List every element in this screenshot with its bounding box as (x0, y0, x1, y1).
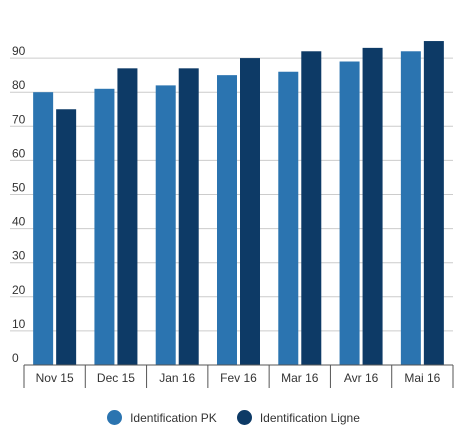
legend-label-pk: Identification PK (130, 411, 217, 425)
bar-pk[interactable] (340, 62, 360, 365)
y-tick-label: 20 (12, 283, 26, 297)
bar-pk[interactable] (33, 92, 53, 365)
bar-ligne[interactable] (117, 68, 137, 365)
y-tick-label: 50 (12, 181, 26, 195)
legend-dot-pk (107, 410, 122, 425)
x-tick-label: Mai 16 (404, 371, 440, 385)
bar-pk[interactable] (217, 75, 237, 365)
legend-label-ligne: Identification Ligne (260, 411, 360, 425)
y-tick-label: 70 (12, 112, 26, 126)
bar-pk[interactable] (156, 85, 176, 365)
bar-ligne[interactable] (240, 58, 260, 365)
bar-pk[interactable] (401, 51, 421, 365)
x-tick-label: Fev 16 (220, 371, 257, 385)
x-tick-label: Nov 15 (36, 371, 74, 385)
bar-pk[interactable] (278, 72, 298, 365)
bar-ligne[interactable] (56, 109, 76, 365)
y-tick-label: 30 (12, 249, 26, 263)
bar-ligne[interactable] (363, 48, 383, 365)
y-tick-label: 60 (12, 146, 26, 160)
legend-item-ligne[interactable]: Identification Ligne (237, 410, 360, 425)
legend: Identification PK Identification Ligne (0, 410, 467, 425)
bar-pk[interactable] (94, 89, 114, 365)
bar-chart: 0 10 20 30 40 50 60 70 80 90 Nov 15 Dec 15 Jan 16 Fe… (0, 0, 467, 400)
y-tick-label: 90 (12, 44, 26, 58)
bar-ligne[interactable] (424, 41, 444, 365)
y-tick-label: 40 (12, 215, 26, 229)
legend-item-pk[interactable]: Identification PK (107, 410, 217, 425)
y-tick-label: 0 (12, 351, 19, 365)
bars (33, 41, 444, 365)
x-tick-label: Avr 16 (344, 371, 379, 385)
x-tick-label: Dec 15 (97, 371, 135, 385)
x-tick-label: Mar 16 (281, 371, 319, 385)
x-tick-label: Jan 16 (159, 371, 195, 385)
bar-ligne[interactable] (179, 68, 199, 365)
bar-ligne[interactable] (301, 51, 321, 365)
y-tick-label: 10 (12, 317, 26, 331)
y-tick-label: 80 (12, 78, 26, 92)
x-axis: Nov 15 Dec 15 Jan 16 Fev 16 Mar 16 Avr 16 Mai … (24, 365, 453, 388)
legend-dot-ligne (237, 410, 252, 425)
